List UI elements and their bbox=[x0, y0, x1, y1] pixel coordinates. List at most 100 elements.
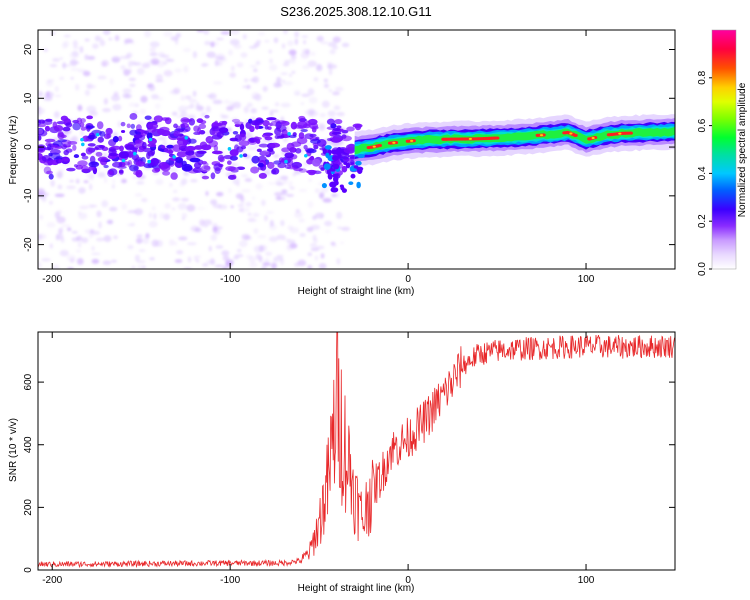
spectrogram-noise-blob bbox=[226, 160, 232, 165]
spectrogram-noise-blob bbox=[171, 207, 176, 211]
spectrogram-noise-blob bbox=[253, 245, 262, 253]
spectrogram-noise-blob bbox=[193, 255, 202, 259]
spectrogram-transition-blob bbox=[323, 163, 331, 170]
spectrogram-noise-blob bbox=[175, 33, 182, 38]
spectrogram-noise-blob bbox=[284, 59, 290, 64]
spectrogram-noise-blob bbox=[257, 235, 267, 239]
spectrogram-noise-blob bbox=[78, 187, 86, 194]
spectrogram-noise-blob bbox=[56, 216, 66, 224]
spectrogram-noise-blob bbox=[254, 144, 259, 148]
spectrogram-noise-blob bbox=[202, 219, 213, 226]
spectrogram-noise-blob bbox=[61, 64, 71, 67]
spectrogram-noise-blob bbox=[66, 227, 72, 232]
spectrogram-noise-blob bbox=[38, 261, 42, 268]
spectrogram-marks bbox=[38, 30, 675, 269]
spectrogram-noise-blob bbox=[80, 126, 87, 131]
spectrogram-noise-blob bbox=[239, 123, 245, 131]
spectrogram-noise-blob bbox=[148, 212, 153, 219]
spectrogram-noise-blob bbox=[69, 179, 74, 183]
spectrogram-noise-blob bbox=[56, 121, 66, 125]
spectrogram-noise-blob bbox=[221, 250, 230, 256]
spectrogram-noise-blob bbox=[95, 237, 105, 242]
spectrogram-noise-blob bbox=[212, 203, 222, 209]
spectrogram-noise-blob bbox=[108, 170, 114, 175]
spectrogram-tone-peak bbox=[494, 136, 500, 140]
spectrogram-noise-blob bbox=[296, 136, 308, 145]
spectrogram-noise-blob bbox=[282, 177, 288, 185]
spectrogram-noise-blob bbox=[43, 95, 53, 101]
spectrogram-noise-blob bbox=[230, 205, 234, 209]
spectrogram-noise-blob bbox=[41, 154, 51, 162]
spectrogram-noise-blob bbox=[279, 258, 285, 266]
spectrogram-noise-blob bbox=[171, 111, 178, 116]
spectrogram-noise-blob bbox=[144, 115, 152, 120]
spectrogram-noise-blob bbox=[330, 241, 336, 246]
spectrogram-noise-peak bbox=[133, 151, 137, 156]
spectrogram-noise-blob bbox=[91, 258, 100, 264]
spectrogram-noise-blob bbox=[172, 197, 181, 202]
spectrogram-noise-blob bbox=[218, 156, 225, 163]
colorbar-label: Normalized spectral amplitude bbox=[737, 82, 748, 217]
spectrogram-noise-blob bbox=[54, 193, 65, 198]
spectrogram-noise-blob bbox=[108, 148, 117, 156]
spectrogram-noise-blob bbox=[118, 151, 129, 159]
spectrogram-noise-blob bbox=[53, 111, 60, 119]
spectrogram-noise-blob bbox=[172, 144, 182, 153]
spectrogram-noise-blob bbox=[181, 178, 188, 185]
spectrogram-noise-blob bbox=[161, 117, 170, 121]
spectrogram-noise-blob bbox=[183, 47, 191, 53]
spectrogram-noise-blob bbox=[211, 150, 223, 155]
spectrogram-noise-blob bbox=[128, 77, 136, 82]
spectrogram-noise-blob bbox=[258, 143, 269, 148]
spectrogram-noise-blob bbox=[109, 77, 114, 85]
spectrogram-noise-blob bbox=[222, 255, 230, 261]
spectrogram-noise-blob bbox=[203, 30, 210, 35]
spectrogram-noise-blob bbox=[229, 72, 237, 78]
spectrogram-noise-blob bbox=[81, 237, 89, 244]
spectrogram-noise-blob bbox=[269, 142, 281, 148]
spectrogram-noise-blob bbox=[245, 201, 252, 207]
spectrogram-transition-blob bbox=[356, 181, 361, 189]
spectrogram-noise-blob bbox=[229, 39, 240, 46]
spectrogram-noise-blob bbox=[314, 188, 320, 194]
spectrogram-noise-blob bbox=[55, 234, 60, 241]
spectrogram-noise-blob bbox=[151, 239, 159, 247]
spectrogram-noise-blob bbox=[306, 169, 317, 174]
spectrogram-noise-blob bbox=[125, 53, 131, 60]
spectrogram-noise-blob bbox=[89, 173, 94, 181]
spectrogram-noise-blob bbox=[129, 129, 138, 136]
snr-y-tick-label: 0 bbox=[23, 567, 34, 573]
spectrogram-noise-blob bbox=[70, 77, 74, 80]
spectrogram-noise-blob bbox=[260, 199, 266, 207]
spectrogram-noise-blob bbox=[123, 39, 129, 45]
spectrogram-tone-peak-core bbox=[372, 145, 376, 148]
spectrogram-noise-blob bbox=[89, 110, 98, 117]
snr-x-tick-label: 0 bbox=[405, 575, 411, 586]
spectrogram-noise-blob bbox=[101, 61, 107, 68]
spectrogram-noise-blob bbox=[174, 259, 183, 263]
snr-y-tick-label: 200 bbox=[23, 499, 34, 516]
spectrogram-noise-blob bbox=[135, 160, 146, 167]
spectrogram-noise-blob bbox=[308, 108, 316, 114]
spectrogram-noise-blob bbox=[189, 157, 201, 163]
spectrogram-noise-blob bbox=[133, 134, 143, 139]
snr-y-ticks: 0 200 400 600 bbox=[23, 373, 675, 573]
spectrogram-noise-blob bbox=[174, 241, 178, 246]
spectrogram-noise-blob bbox=[138, 249, 146, 252]
spectrogram-noise-blob bbox=[275, 182, 284, 186]
spectrogram-noise-blob bbox=[288, 49, 297, 56]
spectrogram-noise-blob bbox=[84, 54, 89, 61]
spectrogram-noise-blob bbox=[284, 152, 295, 159]
spectrogram-noise-blob bbox=[79, 205, 89, 210]
spectrogram-noise-blob bbox=[231, 118, 241, 123]
spectrogram-noise-blob bbox=[307, 88, 315, 96]
spectrogram-noise-blob bbox=[84, 89, 91, 96]
spectrogram-noise-blob bbox=[38, 124, 46, 128]
spectrogram-noise-blob bbox=[38, 107, 46, 115]
spectrogram-noise-blob bbox=[273, 160, 282, 165]
spectrogram-x-tick-label: 100 bbox=[578, 274, 595, 285]
spectrogram-noise-blob bbox=[204, 114, 210, 119]
spectrogram-noise-blob bbox=[213, 163, 223, 172]
spectrogram-noise-blob bbox=[224, 171, 229, 176]
spectrogram-noise-blob bbox=[337, 226, 343, 230]
